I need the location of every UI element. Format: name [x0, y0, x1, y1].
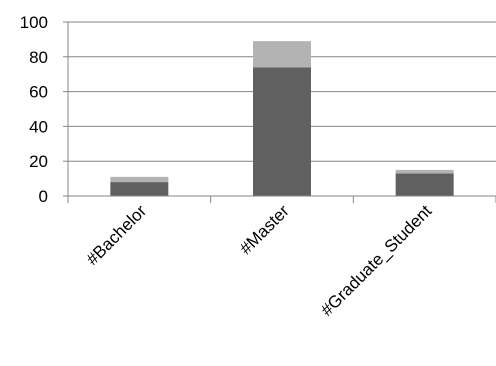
y-tick-label-20: 20 [29, 152, 48, 171]
x-tick-label-bachelor: #Bachelor [83, 201, 151, 269]
bar-master-segment-2 [253, 41, 311, 67]
bars [110, 41, 453, 196]
bar-graduate_student-segment-1 [396, 173, 454, 196]
y-tick-label-60: 60 [29, 83, 48, 102]
y-tick-labels: 0 20 40 60 80 100 [20, 13, 48, 206]
y-tick-label-100: 100 [20, 13, 48, 32]
y-tick-label-80: 80 [29, 48, 48, 67]
bar-graduate_student-segment-2 [396, 170, 454, 173]
x-tick-label-graduate_student: #Graduate_Student [317, 201, 436, 320]
x-tick-label-master: #Master [236, 201, 293, 258]
bar-master-segment-1 [253, 67, 311, 196]
bar-bachelor-segment-1 [110, 182, 168, 196]
y-tick-label-0: 0 [39, 187, 48, 206]
bar-bachelor-segment-2 [110, 177, 168, 182]
x-tick-labels: #Bachelor #Master #Graduate_Student [83, 201, 436, 320]
y-tick-label-40: 40 [29, 117, 48, 136]
